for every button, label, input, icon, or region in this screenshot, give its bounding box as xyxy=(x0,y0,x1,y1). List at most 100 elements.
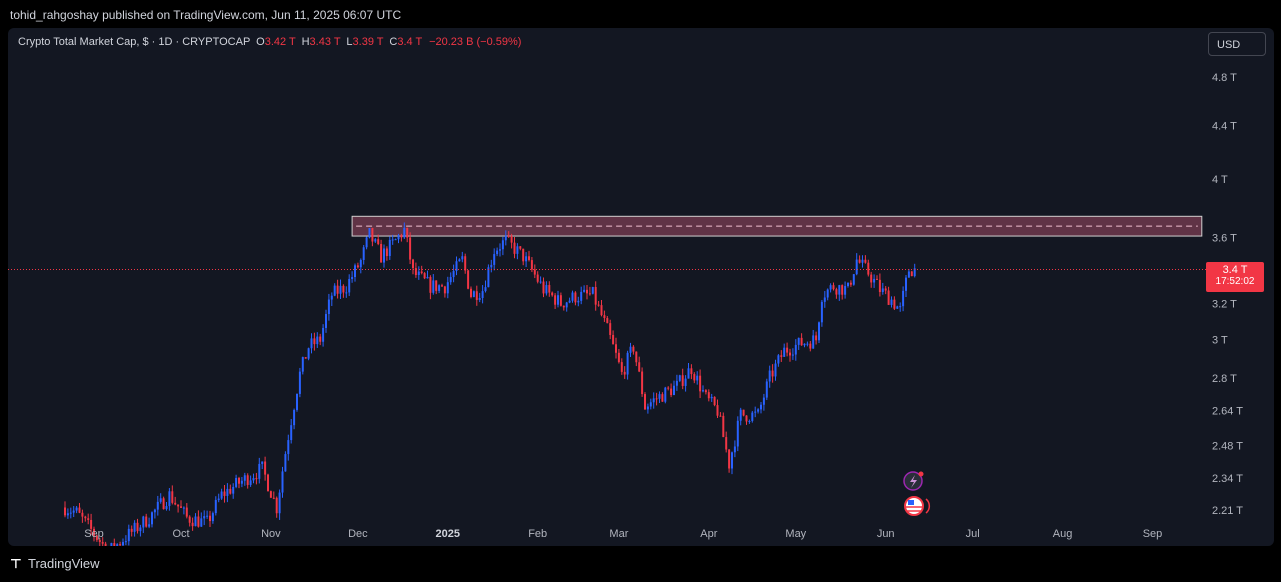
candle-body xyxy=(510,236,513,243)
candle-body xyxy=(577,300,580,303)
candle-body xyxy=(583,289,586,292)
candle-body xyxy=(269,491,272,498)
candle-body xyxy=(409,237,412,260)
candle-body xyxy=(638,362,641,372)
candle-body xyxy=(896,306,899,309)
candle-body xyxy=(499,249,501,251)
candle-body xyxy=(455,261,458,272)
candle-body xyxy=(867,262,870,275)
candle-body xyxy=(615,344,617,353)
candle-body xyxy=(435,280,438,291)
candle-body xyxy=(400,235,403,238)
candle-body xyxy=(414,268,417,275)
candle-body xyxy=(803,343,806,346)
candle-body xyxy=(838,285,841,295)
candle-body xyxy=(93,528,95,536)
x-axis[interactable]: Sep Oct Nov Dec 2025 Feb Mar Apr May Jun Jul Aug Sep xyxy=(84,528,1162,540)
candle-body xyxy=(174,502,177,505)
candle-body xyxy=(446,282,449,294)
candle-body xyxy=(281,471,284,493)
candle-body xyxy=(519,246,522,249)
candle-body xyxy=(762,397,765,405)
candle-body xyxy=(641,371,644,395)
candle-body xyxy=(206,515,209,517)
candle-body xyxy=(342,285,345,293)
candle-body xyxy=(359,259,362,268)
open-value: 3.42 T xyxy=(264,36,296,48)
event-icons[interactable] xyxy=(903,471,931,516)
candle-body xyxy=(632,346,635,352)
candle-body xyxy=(95,535,98,540)
candle-body xyxy=(145,516,148,527)
chart-frame[interactable]: 4.8 T 4.4 T 4 T 3.6 T 3.2 T 3 T 2.8 T 2.64 T 2.4… xyxy=(8,28,1274,546)
candle-body xyxy=(907,271,910,278)
price-chart[interactable]: 4.8 T 4.4 T 4 T 3.6 T 3.2 T 3 T 2.8 T 2.64 T 2.4… xyxy=(8,28,1274,546)
resistance-zone-layer xyxy=(351,215,1203,237)
candle-body xyxy=(284,454,287,472)
candle-body xyxy=(568,300,571,303)
candle-body xyxy=(232,486,235,494)
candle-body xyxy=(101,542,104,544)
y-tick-label: 3.2 T xyxy=(1212,298,1237,310)
candle-body xyxy=(426,276,429,279)
candle-body xyxy=(188,516,191,523)
candle-body xyxy=(757,409,760,412)
candle-body xyxy=(655,398,658,400)
candle-body xyxy=(693,374,696,381)
candle-body xyxy=(110,543,113,546)
candle-body xyxy=(470,288,472,297)
candle-body xyxy=(890,299,893,305)
low-value: 3.39 T xyxy=(352,36,384,48)
candle-body xyxy=(690,368,693,375)
y-tick-label: 2.64 T xyxy=(1212,406,1243,418)
candle-body xyxy=(626,352,629,375)
candle-body xyxy=(69,512,72,514)
candle-body xyxy=(243,475,246,481)
candle-body xyxy=(533,269,536,275)
candle-body xyxy=(333,285,336,296)
candle-body xyxy=(113,543,116,546)
candle-body xyxy=(849,282,852,285)
candle-body xyxy=(661,394,664,402)
candle-body xyxy=(403,227,406,238)
candle-body xyxy=(559,295,562,306)
candle-body xyxy=(264,461,267,475)
flag-canton-icon xyxy=(908,500,914,505)
candle-body xyxy=(678,375,681,381)
currency-selector[interactable]: USD xyxy=(1208,32,1266,56)
x-tick-label: Jun xyxy=(877,528,895,540)
candle-body xyxy=(159,498,162,502)
candle-body xyxy=(504,235,507,241)
candle-body xyxy=(736,420,739,447)
candle-body xyxy=(528,256,530,261)
candle-body xyxy=(180,506,182,508)
candle-body xyxy=(298,371,301,394)
candle-body xyxy=(731,452,733,469)
x-tick-label: 2025 xyxy=(436,528,460,540)
candle-body xyxy=(316,336,319,345)
candle-body xyxy=(84,516,87,519)
candle-body xyxy=(823,297,826,302)
candle-body xyxy=(739,409,742,421)
candle-body xyxy=(130,528,133,532)
candle-body xyxy=(884,288,887,291)
candle-body xyxy=(194,516,197,527)
tradingview-logo-icon: ⊤ xyxy=(10,556,22,571)
us-flag-event-icon[interactable] xyxy=(904,496,924,516)
candle-body xyxy=(812,335,815,349)
candle-body xyxy=(412,259,414,269)
candle-body xyxy=(351,277,354,280)
y-axis[interactable]: 4.8 T 4.4 T 4 T 3.6 T 3.2 T 3 T 2.8 T 2.64 T 2.4… xyxy=(1212,72,1243,517)
tradingview-footer[interactable]: ⊤ TradingView xyxy=(10,556,100,572)
candle-body xyxy=(829,285,832,290)
candle-body xyxy=(858,259,861,263)
y-tick-label: 4.4 T xyxy=(1212,121,1237,133)
candle-body xyxy=(684,378,687,386)
candle-body xyxy=(612,334,615,345)
candle-body xyxy=(768,370,771,382)
candle-body xyxy=(394,239,397,241)
more-events-icon xyxy=(925,498,931,514)
candle-body xyxy=(171,491,174,503)
candle-body xyxy=(449,277,452,283)
candle-body xyxy=(356,265,359,268)
